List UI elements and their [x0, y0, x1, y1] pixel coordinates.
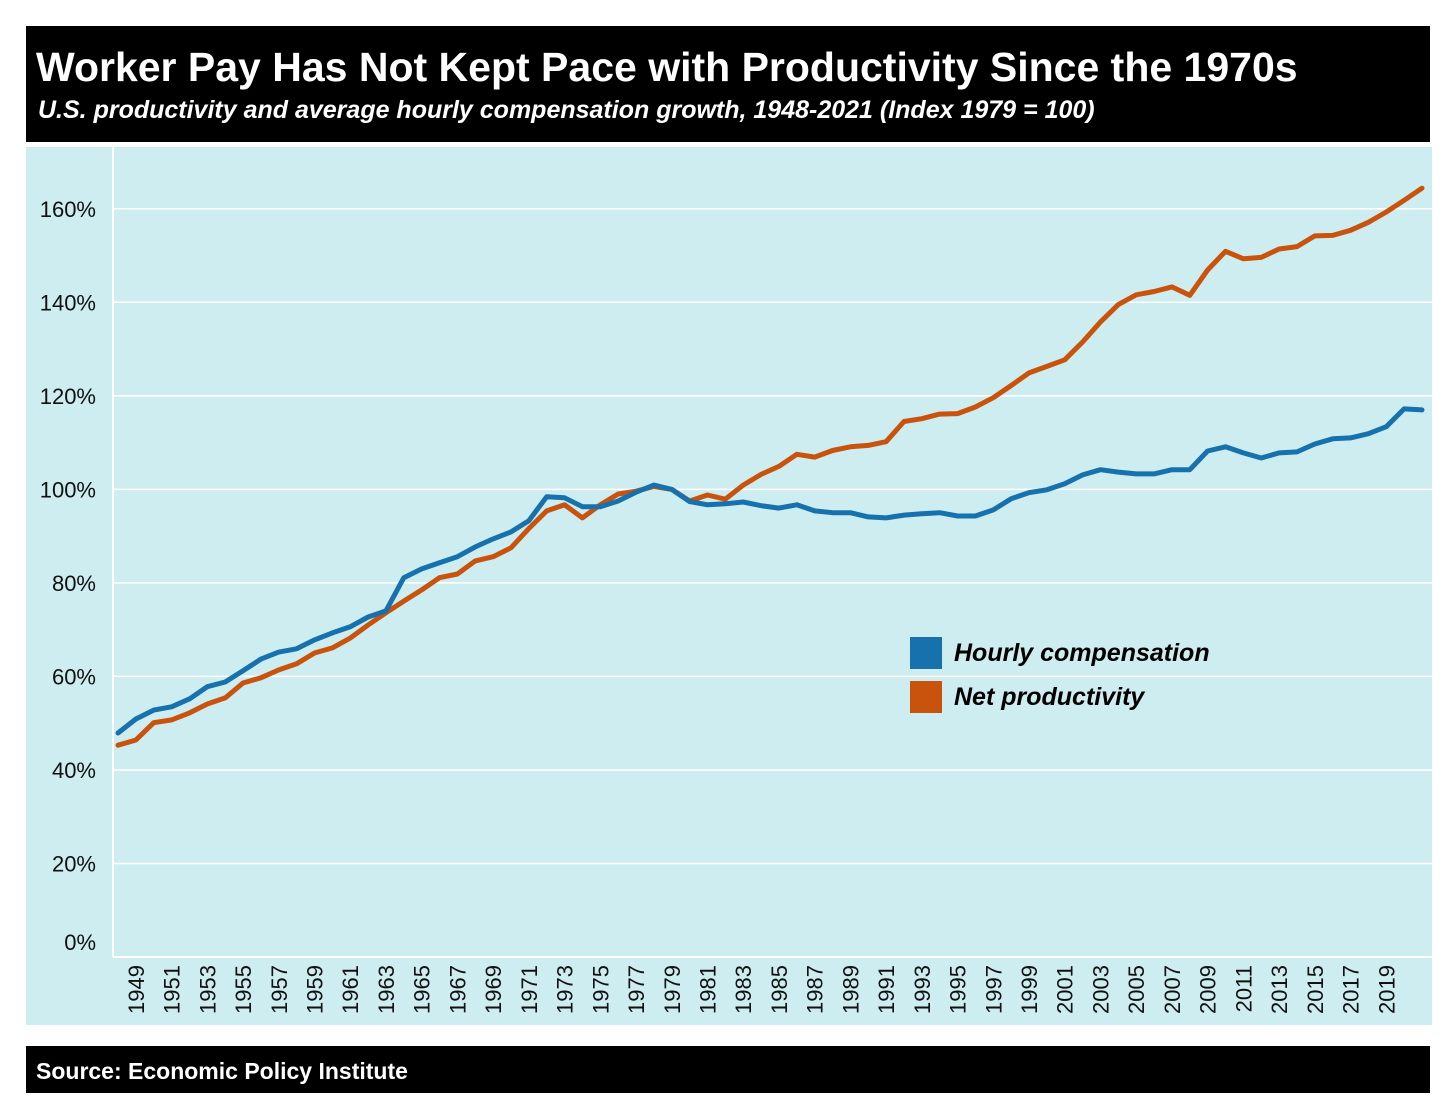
chart-subtitle: U.S. productivity and average hourly com… [38, 96, 1095, 124]
x-tick-label: 2001 [1053, 965, 1078, 1014]
series-line-hourly-compensation [115, 406, 1425, 736]
x-tick-label: 1989 [838, 965, 863, 1014]
source-note: Source: Economic Policy Institute [36, 1058, 408, 1084]
x-tick-label: 1955 [231, 965, 256, 1014]
y-tick-label: 100% [40, 477, 96, 502]
legend-label: Net productivity [954, 682, 1145, 711]
x-tick-label: 1953 [195, 965, 220, 1014]
x-tick-label: 1957 [267, 965, 292, 1014]
x-tick-label: 1965 [410, 965, 435, 1014]
plot-background [26, 147, 1432, 1025]
x-tick-label: 1995 [946, 965, 971, 1014]
x-tick-label: 1997 [981, 965, 1006, 1014]
y-tick-label: 20% [52, 851, 96, 876]
legend-swatch-blue [910, 637, 942, 669]
x-tick-label: 2007 [1160, 965, 1185, 1014]
x-tick-label: 1993 [910, 965, 935, 1014]
x-tick-label: 1949 [124, 965, 149, 1014]
chart-header: Worker Pay Has Not Kept Pace with Produc… [26, 26, 1430, 142]
chart-title: Worker Pay Has Not Kept Pace with Produc… [36, 44, 1298, 90]
legend-item-hourly-compensation: Hourly compensation [910, 637, 1210, 669]
x-tick-label: 1975 [588, 965, 613, 1014]
x-tick-label: 2013 [1267, 965, 1292, 1014]
x-tick-label: 2015 [1303, 965, 1328, 1014]
x-tick-label: 2005 [1124, 965, 1149, 1014]
x-tick-label: 1991 [874, 965, 899, 1014]
x-tick-label: 1977 [624, 965, 649, 1014]
x-tick-label: 2003 [1088, 965, 1113, 1014]
x-tick-label: 1963 [374, 965, 399, 1014]
x-tick-label: 2011 [1231, 965, 1256, 1012]
x-tick-label: 1961 [338, 965, 363, 1014]
legend-label: Hourly compensation [954, 638, 1210, 667]
x-tick-label: 1973 [553, 965, 578, 1014]
x-tick-label: 1951 [160, 965, 185, 1014]
x-tick-label: 1979 [660, 965, 685, 1014]
legend-swatch-orange [910, 681, 942, 713]
y-tick-label: 40% [52, 758, 96, 783]
y-tick-label: 80% [52, 571, 96, 596]
x-tick-label: 2019 [1374, 965, 1399, 1014]
x-tick-label: 1987 [803, 965, 828, 1014]
x-tick-label: 1969 [481, 965, 506, 1014]
x-tick-label: 2009 [1196, 965, 1221, 1014]
x-tick-label: 1959 [302, 965, 327, 1014]
y-tick-label: 160% [40, 197, 96, 222]
x-tick-label: 1971 [517, 965, 542, 1014]
x-tick-label: 2017 [1339, 965, 1364, 1014]
legend-item-net-productivity: Net productivity [910, 681, 1144, 713]
x-tick-label: 1983 [731, 965, 756, 1014]
y-tick-label: 120% [40, 384, 96, 409]
y-tick-label: 60% [52, 664, 96, 689]
x-tick-label: 1999 [1017, 965, 1042, 1014]
y-tick-label: 0% [64, 930, 96, 955]
chart-footer: Source: Economic Policy Institute [26, 1046, 1430, 1093]
x-tick-label: 1981 [695, 965, 720, 1014]
x-tick-label: 1967 [445, 965, 470, 1014]
series-line-net-productivity [115, 185, 1425, 748]
y-tick-label: 140% [40, 290, 96, 315]
x-tick-label: 1985 [767, 965, 792, 1014]
